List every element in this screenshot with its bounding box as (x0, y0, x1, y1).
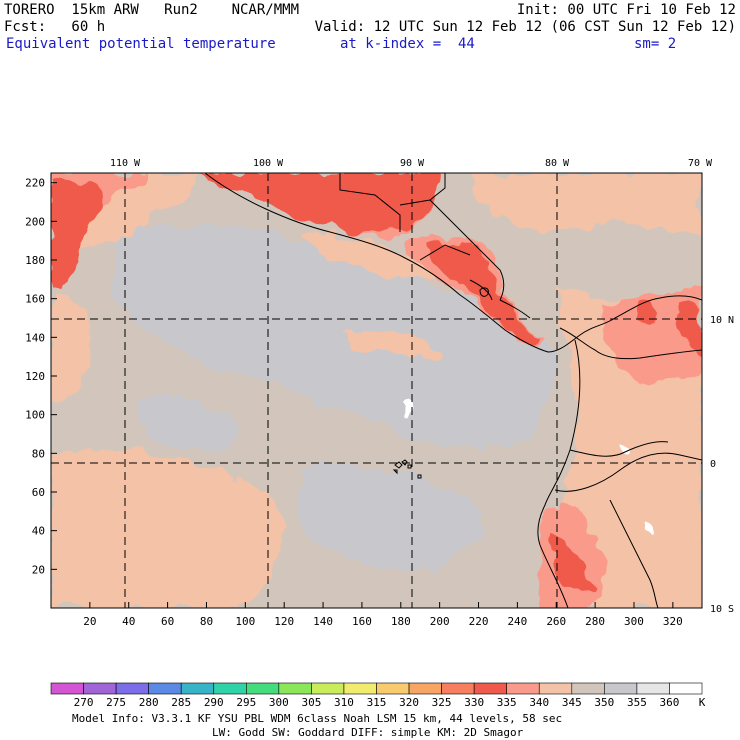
x-tick-label: 40 (122, 615, 135, 628)
colorbar-swatch (311, 682, 345, 695)
colorbar-swatch (83, 682, 117, 695)
x-tick-label: 280 (585, 615, 605, 628)
colorbar-swatch (571, 682, 605, 695)
plot-frame (50, 172, 703, 609)
theta-e-field (51, 173, 702, 608)
lon-label-80w: 80 W (545, 158, 570, 169)
x-tick-label: 240 (507, 615, 527, 628)
lon-label-100w: 100 W (253, 158, 284, 169)
y-tick-label: 160 (25, 293, 45, 306)
colorbar-swatch (50, 682, 84, 695)
colorbar-swatch (473, 682, 507, 695)
model-info: Model Info: V3.3.1 KF YSU PBL WDM 6class… (72, 712, 562, 739)
x-tick-label: 220 (469, 615, 489, 628)
x-tick-label: 60 (161, 615, 174, 628)
colorbar-label: 280 (139, 696, 159, 709)
x-tick-label: 140 (313, 615, 333, 628)
colorbar-unit: K (699, 696, 706, 709)
colorbar-label: 305 (301, 696, 321, 709)
y-tick-label: 200 (25, 215, 45, 228)
y-tick-label: 120 (25, 370, 45, 383)
header-title: TORERO 15km ARW Run2 NCAR/MMM (4, 2, 300, 18)
colorbar-swatch (636, 682, 670, 695)
colorbar-swatch (376, 682, 410, 695)
lon-label-110w: 110 W (110, 158, 141, 169)
colorbar-label: 270 (74, 696, 94, 709)
colorbar: 270 275 280 285 290 295 300 305 310 315 320 325 330 3… (50, 682, 706, 709)
lat-lon-grid (51, 173, 702, 608)
colorbar-label: 345 (562, 696, 582, 709)
x-tick-label: 80 (200, 615, 213, 628)
smoothing-value: sm= 2 (634, 36, 677, 52)
x-tick-label: 120 (274, 615, 294, 628)
lat-label-equator: 0 (710, 459, 716, 470)
colorbar-label: 275 (106, 696, 126, 709)
x-tick-label: 320 (663, 615, 683, 628)
valid-time: Valid: 12 UTC Sun 12 Feb 12 (06 CST Sun … (314, 19, 736, 35)
longitude-labels: 110 W 100 W 90 W 80 W 70 W (110, 158, 713, 169)
coastlines (204, 173, 702, 608)
lat-label-10s: 10 S (710, 604, 734, 615)
colorbar-label: 360 (660, 696, 680, 709)
colorbar-swatch (278, 682, 312, 695)
colorbar-label: 310 (334, 696, 354, 709)
x-tick-label: 20 (83, 615, 96, 628)
init-time: Init: 00 UTC Fri 10 Feb 12 (516, 2, 736, 18)
colorbar-swatch (148, 682, 182, 695)
model-info-line2: LW: Godd SW: Goddard DIFF: simple KM: 2D… (212, 726, 524, 739)
colorbar-label: 300 (269, 696, 289, 709)
colorbar-label: 285 (171, 696, 191, 709)
colorbar-swatch (506, 682, 540, 695)
x-tick-label: 100 (235, 615, 255, 628)
colorbar-label: 350 (594, 696, 614, 709)
colorbar-swatch (213, 682, 247, 695)
colorbar-swatch (180, 682, 215, 695)
y-tick-label: 140 (25, 331, 45, 344)
y-tick-label: 40 (32, 525, 45, 538)
colorbar-swatch (408, 682, 442, 695)
vertical-level: at k-index = 44 (340, 36, 475, 52)
model-info-line1: Model Info: V3.3.1 KF YSU PBL WDM 6class… (72, 712, 562, 725)
colorbar-label: 335 (497, 696, 517, 709)
forecast-hour: Fcst: 60 h (4, 19, 106, 35)
colorbar-label: 295 (236, 696, 256, 709)
colorbar-swatch (343, 682, 377, 695)
y-tick-label: 80 (32, 447, 45, 460)
colorbar-swatch (604, 682, 638, 695)
x-tick-label: 180 (391, 615, 411, 628)
lon-label-70w: 70 W (688, 158, 713, 169)
y-tick-label: 20 (32, 563, 45, 576)
x-axis-ticks: 20 40 60 80 100 120 140 160 180 200 220 240 260 280 30… (83, 602, 683, 628)
field-name: Equivalent potential temperature (6, 36, 276, 52)
y-tick-label: 180 (25, 254, 45, 267)
colorbar-label: 290 (204, 696, 224, 709)
colorbar-label: 325 (432, 696, 452, 709)
colorbar-swatch (538, 682, 573, 695)
colorbar-swatch (115, 682, 149, 695)
colorbar-label: 355 (627, 696, 647, 709)
colorbar-label: 315 (367, 696, 387, 709)
latitude-labels: 10 N 0 10 S (710, 315, 734, 615)
colorbar-swatch (669, 682, 703, 695)
y-tick-label: 220 (25, 177, 45, 190)
x-tick-label: 160 (352, 615, 372, 628)
colorbar-swatch (246, 682, 280, 695)
colorbar-label: 330 (464, 696, 484, 709)
x-tick-label: 300 (624, 615, 644, 628)
x-tick-label: 200 (430, 615, 450, 628)
colorbar-swatch (441, 682, 475, 695)
y-axis-ticks: 20 40 60 80 100 120 140 160 180 200 220 (25, 177, 57, 576)
y-tick-label: 100 (25, 409, 45, 422)
lon-label-90w: 90 W (400, 158, 425, 169)
colorbar-label: 340 (529, 696, 549, 709)
colorbar-label: 320 (399, 696, 419, 709)
lat-label-10n: 10 N (710, 315, 734, 326)
y-tick-label: 60 (32, 486, 45, 499)
x-tick-label: 260 (546, 615, 566, 628)
